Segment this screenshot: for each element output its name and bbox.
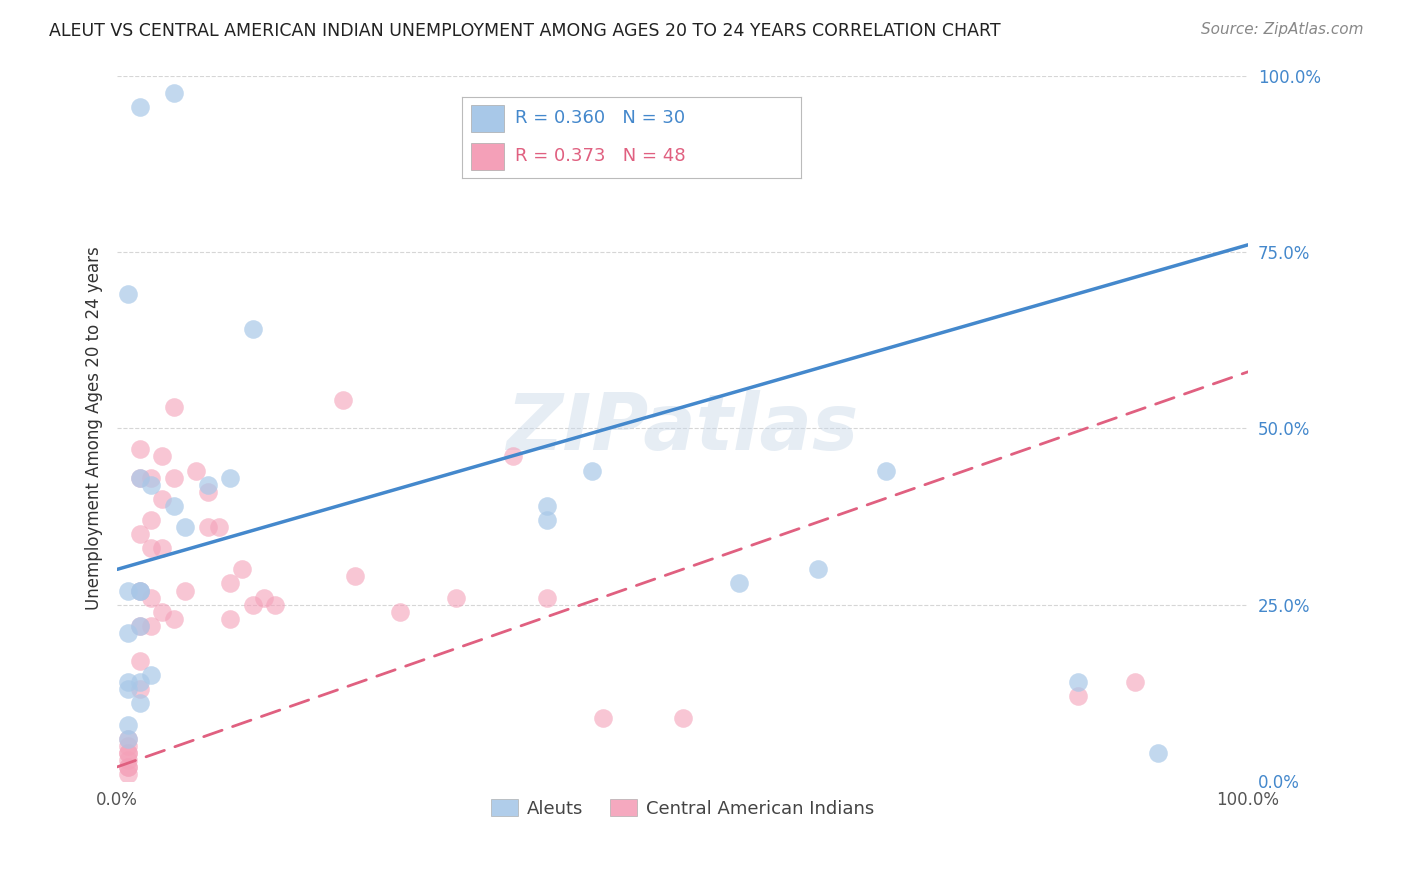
Point bbox=[219, 576, 242, 591]
Point bbox=[128, 697, 150, 711]
Point bbox=[128, 583, 150, 598]
Point bbox=[231, 562, 253, 576]
Point bbox=[536, 591, 558, 605]
Point bbox=[128, 100, 150, 114]
Point bbox=[197, 484, 219, 499]
Point bbox=[117, 731, 139, 746]
Point bbox=[128, 527, 150, 541]
Point bbox=[128, 682, 150, 697]
Point bbox=[536, 499, 558, 513]
Point bbox=[117, 753, 139, 767]
Point bbox=[163, 612, 186, 626]
Point bbox=[117, 767, 139, 781]
Point bbox=[117, 675, 139, 690]
Point bbox=[128, 619, 150, 633]
Point bbox=[163, 86, 186, 100]
Text: ALEUT VS CENTRAL AMERICAN INDIAN UNEMPLOYMENT AMONG AGES 20 TO 24 YEARS CORRELAT: ALEUT VS CENTRAL AMERICAN INDIAN UNEMPLO… bbox=[49, 22, 1001, 40]
Point bbox=[197, 477, 219, 491]
Point bbox=[128, 583, 150, 598]
Point bbox=[117, 717, 139, 731]
Point bbox=[343, 569, 366, 583]
Point bbox=[807, 562, 830, 576]
Point bbox=[242, 322, 264, 336]
Point bbox=[128, 470, 150, 484]
Point bbox=[117, 731, 139, 746]
Point bbox=[332, 392, 354, 407]
Point bbox=[174, 520, 197, 534]
Point bbox=[186, 464, 208, 478]
Point bbox=[1067, 690, 1090, 704]
Point bbox=[174, 583, 197, 598]
Point bbox=[139, 541, 162, 556]
Point bbox=[152, 541, 174, 556]
Point bbox=[152, 605, 174, 619]
Point bbox=[242, 598, 264, 612]
Point bbox=[163, 470, 186, 484]
Point bbox=[128, 583, 150, 598]
Point bbox=[446, 591, 468, 605]
Point bbox=[117, 760, 139, 774]
Point bbox=[728, 576, 751, 591]
Point bbox=[219, 612, 242, 626]
Point bbox=[117, 682, 139, 697]
Point bbox=[163, 499, 186, 513]
Point bbox=[152, 491, 174, 506]
Point bbox=[502, 450, 524, 464]
Point bbox=[139, 619, 162, 633]
Point bbox=[117, 746, 139, 760]
Point bbox=[875, 464, 897, 478]
Point bbox=[536, 513, 558, 527]
Point bbox=[1067, 675, 1090, 690]
Point bbox=[671, 710, 693, 724]
Point bbox=[1146, 746, 1168, 760]
Point bbox=[1123, 675, 1146, 690]
Text: ZIPatlas: ZIPatlas bbox=[506, 391, 859, 467]
Point bbox=[139, 668, 162, 682]
Point bbox=[128, 470, 150, 484]
Point bbox=[117, 583, 139, 598]
Point bbox=[253, 591, 276, 605]
Point bbox=[139, 591, 162, 605]
Point bbox=[139, 477, 162, 491]
Point bbox=[139, 513, 162, 527]
Point bbox=[117, 287, 139, 301]
Point bbox=[163, 400, 186, 414]
Point bbox=[117, 739, 139, 753]
Point bbox=[197, 520, 219, 534]
Point bbox=[128, 619, 150, 633]
Point bbox=[128, 654, 150, 668]
Point bbox=[139, 470, 162, 484]
Point bbox=[117, 760, 139, 774]
Point bbox=[264, 598, 287, 612]
Point bbox=[581, 464, 603, 478]
Point bbox=[128, 442, 150, 457]
Point bbox=[152, 450, 174, 464]
Point bbox=[388, 605, 411, 619]
Point bbox=[208, 520, 231, 534]
Point bbox=[592, 710, 614, 724]
Legend: Aleuts, Central American Indians: Aleuts, Central American Indians bbox=[484, 791, 882, 825]
Point bbox=[117, 746, 139, 760]
Point bbox=[128, 675, 150, 690]
Y-axis label: Unemployment Among Ages 20 to 24 years: Unemployment Among Ages 20 to 24 years bbox=[86, 246, 103, 610]
Point bbox=[219, 470, 242, 484]
Text: Source: ZipAtlas.com: Source: ZipAtlas.com bbox=[1201, 22, 1364, 37]
Point bbox=[117, 625, 139, 640]
